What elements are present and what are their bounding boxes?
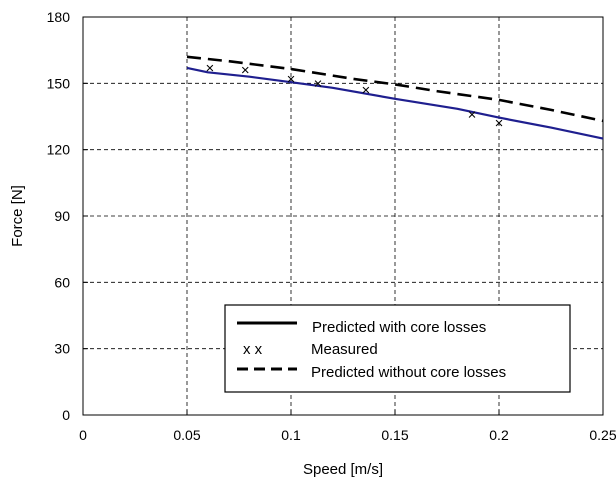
legend-label-predicted-with-core-losses: Predicted with core losses (312, 319, 486, 336)
y-tick-label: 180 (47, 9, 71, 25)
measured-point: × (495, 115, 504, 132)
y-tick-label: 60 (54, 274, 70, 290)
x-tick-label: 0.2 (489, 427, 509, 443)
legend-label-measured: Measured (311, 341, 378, 358)
x-tick-label: 0.05 (173, 427, 200, 443)
y-tick-label: 150 (47, 75, 71, 91)
legend-marker-measured: x x (243, 341, 263, 358)
measured-point: × (468, 106, 477, 123)
legend: x x Predicted with core losses Measured … (224, 304, 571, 393)
y-axis-label: Force [N] (9, 185, 26, 247)
legend-label-predicted-without-core-losses: Predicted without core losses (311, 364, 506, 381)
y-tick-label: 90 (54, 208, 70, 224)
measured-point: × (287, 71, 296, 88)
measured-point: × (205, 60, 214, 77)
legend-box (224, 304, 571, 393)
x-tick-label: 0.1 (281, 427, 301, 443)
x-axis-label: Speed [m/s] (303, 461, 383, 478)
x-tick-label: 0 (79, 427, 87, 443)
y-tick-label: 0 (62, 407, 70, 423)
y-tick-label: 30 (54, 341, 70, 357)
x-tick-label: 0.15 (381, 427, 408, 443)
x-tick-label: 0.25 (589, 427, 616, 443)
measured-point: × (241, 62, 250, 79)
measured-point: × (314, 75, 323, 92)
measured-point: × (361, 82, 370, 99)
y-tick-label: 120 (47, 142, 71, 158)
series-line-predicted-with-core-losses (186, 66, 604, 140)
series-layer: × × × × × × × (186, 55, 604, 140)
ticks: 0 0.05 0.1 0.15 0.2 0.25 0 30 60 90 120 150 180 (47, 9, 616, 443)
